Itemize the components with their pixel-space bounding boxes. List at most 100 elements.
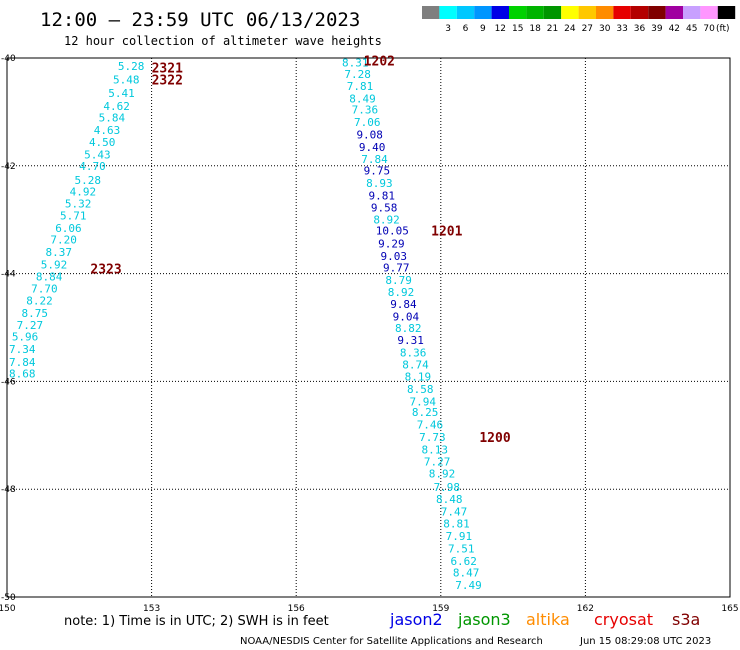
latitude-tick-label: -44 [1, 270, 16, 280]
wave-height-value: 8.93 [366, 177, 393, 190]
wave-height-value: 9.58 [371, 201, 398, 214]
legend-bin-label: 42 [669, 24, 680, 34]
wave-height-value: 5.41 [108, 87, 135, 100]
wave-height-value: 9.77 [383, 262, 410, 275]
wave-height-value: 8.68 [9, 367, 36, 380]
wave-height-value: 8.19 [405, 371, 432, 384]
wave-height-color-legend: 3 6 9 12 15 18 21 24 27 30 33 36 39 42 45 70 [422, 6, 736, 34]
wave-height-value: 7.36 [352, 104, 379, 117]
mission-name: cryosat [594, 610, 653, 629]
footer-credit: NOAA/NESDIS Center for Satellite Applica… [240, 636, 543, 647]
wave-height-value: 9.08 [356, 129, 383, 142]
latitude-tick-label: -42 [1, 162, 16, 172]
wave-height-value: 7.94 [409, 395, 436, 408]
legend-color-swatch [526, 6, 544, 19]
wave-height-value: 4.92 [70, 186, 97, 199]
wave-height-value: 5.92 [41, 258, 68, 271]
wave-height-value: 7.06 [354, 116, 381, 129]
wave-height-value: 9.75 [364, 165, 391, 178]
legend-color-swatch [491, 6, 509, 19]
legend-bin-label: 18 [529, 24, 541, 34]
wave-height-value: 5.96 [12, 331, 39, 344]
longitude-tick-label: 156 [288, 604, 305, 614]
legend-bin-label: 12 [495, 24, 506, 34]
longitude-tick-label: 162 [577, 604, 594, 614]
legend-bin-label: 36 [634, 24, 646, 34]
legend-color-swatch [578, 6, 596, 19]
longitude-tick-labels: 150 153 156 159 162 165 [0, 604, 739, 614]
wave-height-value: 8.48 [436, 493, 463, 506]
legend-color-swatch [509, 6, 527, 19]
wave-height-value: 7.27 [17, 319, 44, 332]
wave-height-value: 9.81 [369, 189, 396, 202]
wave-height-value: 8.79 [385, 274, 412, 287]
legend-bin-label: 45 [686, 24, 697, 34]
wave-height-value: 8.92 [388, 286, 415, 299]
wave-height-value: 9.29 [378, 237, 405, 250]
legend-color-swatch [456, 6, 475, 19]
wave-height-value: 8.13 [422, 443, 449, 456]
units-note: note: 1) Time is in UTC; 2) SWH is in fe… [64, 614, 329, 629]
map-title: 12:00 – 23:59 UTC 06/13/2023 [40, 9, 360, 31]
wave-height-value: 4.62 [103, 100, 129, 113]
legend-color-swatch [683, 6, 701, 19]
longitude-tick-label: 159 [432, 604, 449, 614]
legend-bin-label: 21 [547, 24, 558, 34]
wave-height-value: 7.51 [448, 542, 475, 555]
map-subtitle: 12 hour collection of altimeter wave hei… [64, 34, 382, 48]
wave-height-observations: 5.285.485.414.625.844.634.505.434.705.28… [9, 56, 482, 592]
wave-height-value: 8.36 [400, 346, 427, 359]
mission-name: jason2 [389, 610, 443, 629]
legend-bin-label: 27 [582, 24, 593, 34]
pass-time-label: 2322 [152, 74, 183, 89]
wave-height-value: 7.20 [50, 234, 77, 247]
legend-color-swatch [596, 6, 614, 19]
pass-time-label: 1201 [431, 224, 462, 239]
mission-name: jason3 [457, 610, 511, 629]
pass-time-label: 1202 [364, 55, 395, 70]
latitude-tick-label: -50 [1, 593, 16, 603]
footer-timestamp: Jun 15 08:29:08 UTC 2023 [579, 636, 711, 647]
legend-color-swatch [474, 6, 492, 19]
wave-height-value: 8.37 [46, 246, 72, 259]
wave-height-value: 7.34 [9, 343, 36, 356]
legend-bin-label: 15 [512, 24, 523, 34]
latitude-tick-labels: -40 -42 -44 -46 -48 -50 [1, 54, 16, 603]
wave-height-value: 8.25 [412, 406, 439, 419]
wave-height-value: 6.06 [55, 222, 81, 235]
wave-height-value: 7.49 [455, 579, 482, 592]
map-frame [6, 57, 731, 598]
wave-height-value: 8.82 [395, 322, 422, 335]
wave-height-value: 7.81 [347, 80, 374, 93]
map-panel: -40 -42 -44 -46 -48 -50 150 153 156 159 162 165 5.… [0, 54, 739, 614]
legend-color-swatch [665, 6, 683, 19]
latitude-tick-label: -48 [1, 485, 16, 495]
wave-height-value: 5.28 [118, 60, 145, 73]
legend-bin-label: 70 [703, 24, 715, 34]
wave-height-value: 5.71 [60, 209, 87, 222]
wave-height-value: 7.73 [419, 431, 446, 444]
longitude-tick-label: 150 [0, 604, 16, 614]
latitude-tick-label: -46 [1, 377, 16, 387]
wave-height-value: 8.49 [349, 92, 376, 105]
wave-height-value: 7.28 [344, 68, 371, 81]
wave-height-value: 7.91 [446, 530, 473, 543]
legend-color-swatch [700, 6, 718, 19]
legend-color-swatch [717, 6, 736, 19]
wave-height-value: 8.75 [21, 307, 48, 320]
wave-height-value: 8.31 [342, 56, 369, 69]
pass-time-label: 1200 [479, 431, 510, 446]
longitude-tick-label: 165 [721, 604, 738, 614]
wave-height-value: 4.63 [94, 124, 121, 137]
wave-height-value: 5.28 [74, 174, 101, 187]
lat-lon-grid [7, 58, 730, 597]
legend-bin-label: 6 [463, 24, 469, 34]
wave-height-value: 7.27 [424, 456, 451, 469]
legend-color-swatch [561, 6, 579, 19]
wave-height-value: 8.81 [443, 518, 470, 531]
wave-height-value: 5.48 [113, 74, 140, 87]
wave-height-value: 7.46 [417, 419, 444, 432]
